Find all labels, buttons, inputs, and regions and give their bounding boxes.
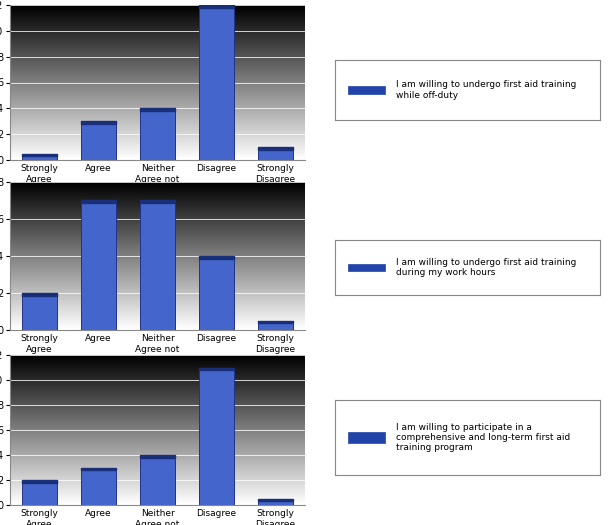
Bar [258, 147, 293, 150]
Bar [199, 368, 234, 370]
Bar [81, 121, 116, 124]
Bar [199, 368, 234, 505]
Bar [22, 153, 57, 156]
Bar [199, 256, 234, 259]
Bar [81, 121, 116, 160]
Bar [22, 293, 57, 296]
Bar [140, 108, 175, 160]
Bar [348, 432, 386, 443]
Bar [348, 86, 386, 94]
Bar [258, 321, 293, 323]
Bar [258, 321, 293, 330]
Bar [81, 201, 116, 330]
Bar [348, 264, 386, 271]
Bar [81, 201, 116, 203]
Text: I am willing to undergo first aid training
during my work hours: I am willing to undergo first aid traini… [396, 258, 576, 277]
Bar [258, 499, 293, 501]
Text: I am willing to undergo first aid training
while off-duty: I am willing to undergo first aid traini… [396, 80, 576, 100]
Bar [199, 256, 234, 330]
Bar [22, 480, 57, 482]
Bar [81, 467, 116, 470]
Bar [81, 467, 116, 505]
Bar [22, 153, 57, 160]
Bar [199, 5, 234, 8]
Bar [140, 455, 175, 505]
Bar [140, 108, 175, 111]
Bar [140, 201, 175, 203]
Bar [199, 5, 234, 160]
Bar [22, 293, 57, 330]
Bar [258, 147, 293, 160]
Bar [258, 499, 293, 505]
Bar [140, 201, 175, 330]
Bar [22, 480, 57, 505]
Bar [140, 455, 175, 458]
Text: I am willing to participate in a
comprehensive and long-term first aid
training : I am willing to participate in a compreh… [396, 423, 570, 453]
